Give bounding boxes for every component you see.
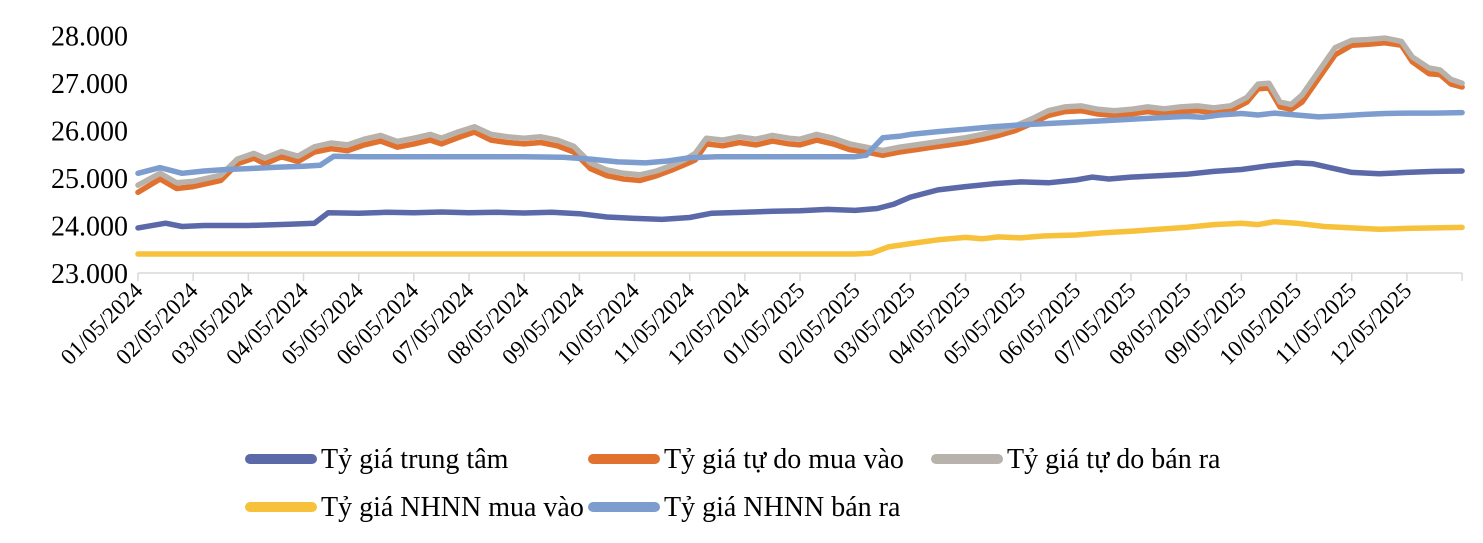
legend-swatch (588, 454, 660, 464)
series-line-sbv-sell (135, 109, 1465, 177)
legend-label: Tỷ giá NHNN bán ra (664, 492, 901, 523)
series-line-free-market-sell (135, 35, 1465, 188)
y-axis-tick-label: 28.000 (51, 22, 128, 53)
legend-label: Tỷ giá trung tâm (321, 444, 509, 475)
series-line-free-market-buy (135, 40, 1465, 196)
legend-swatch (931, 454, 1003, 464)
y-axis-tick-label: 26.000 (51, 117, 128, 148)
y-axis-tick-label: 24.000 (51, 212, 128, 243)
y-axis-tick-label: 23.000 (51, 259, 128, 290)
legend-label: Tỷ giá tự do mua vào (664, 444, 904, 475)
legend-swatch (245, 502, 317, 512)
y-axis-tick-label: 27.000 (51, 69, 128, 100)
legend-swatch (588, 502, 660, 512)
y-axis-tick-label: 25.000 (51, 164, 128, 195)
series-line-sbv-buy (135, 218, 1465, 257)
series-line-central-rate (135, 160, 1465, 231)
legend-swatch (245, 454, 317, 464)
legend-label: Tỷ giá NHNN mua vào (321, 492, 584, 523)
legend-label: Tỷ giá tự do bán ra (1007, 444, 1221, 475)
